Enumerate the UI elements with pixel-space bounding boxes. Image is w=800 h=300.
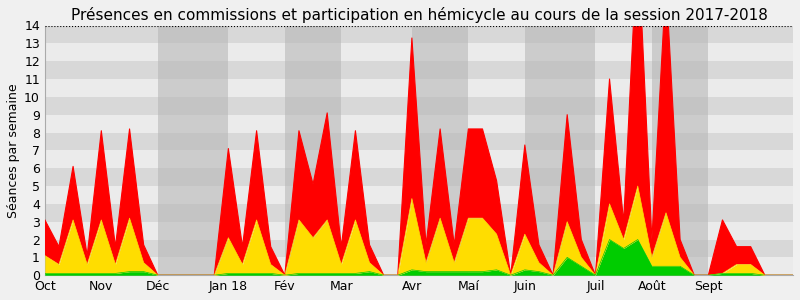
Bar xyxy=(45,43,793,61)
Bar xyxy=(45,26,793,43)
Bar xyxy=(45,79,793,97)
Bar xyxy=(652,26,708,275)
Y-axis label: Séances par semaine: Séances par semaine xyxy=(7,83,20,218)
Bar xyxy=(45,222,793,239)
Bar xyxy=(45,239,793,257)
Bar xyxy=(45,186,793,204)
Bar xyxy=(45,61,793,79)
Bar xyxy=(45,150,793,168)
Bar xyxy=(412,26,468,275)
Bar xyxy=(285,26,342,275)
Title: Présences en commissions et participation en hémicycle au cours de la session 20: Présences en commissions et participatio… xyxy=(70,7,767,23)
Bar xyxy=(45,168,793,186)
Bar xyxy=(45,97,793,115)
Bar xyxy=(45,257,793,275)
Bar xyxy=(45,115,793,133)
Bar xyxy=(45,133,793,150)
Bar xyxy=(525,26,595,275)
Bar xyxy=(45,204,793,222)
Bar xyxy=(158,26,228,275)
